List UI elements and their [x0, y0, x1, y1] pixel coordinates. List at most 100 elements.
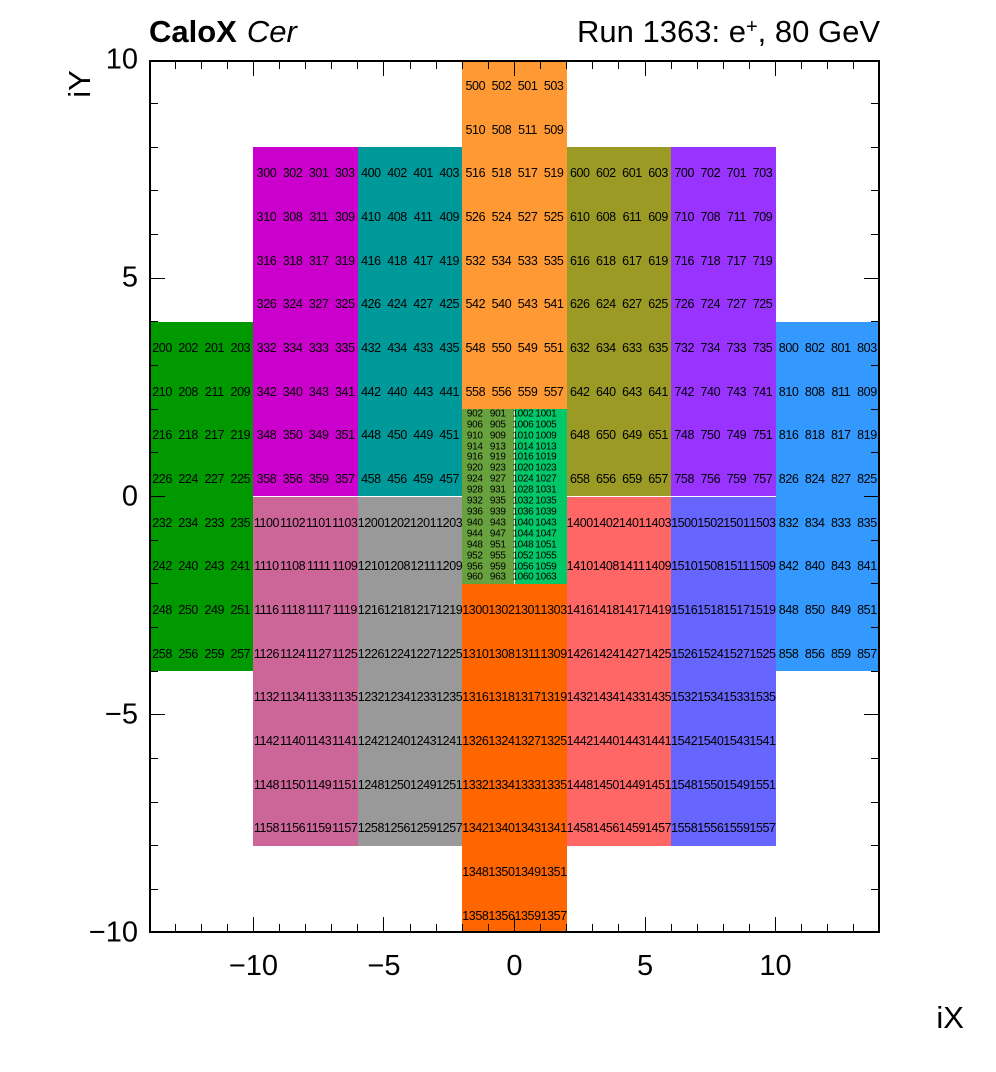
x-tick [644, 60, 646, 76]
channel-label: 1224 [383, 646, 411, 661]
y-tick [871, 452, 880, 454]
y-tick-label: 0 [121, 480, 138, 512]
channel-label: 944 [466, 528, 483, 540]
channel-label: 1342 [462, 821, 489, 836]
y-tick [871, 888, 880, 890]
x-tick [514, 60, 515, 76]
channel-label: 249 [204, 602, 225, 617]
channel-label: 803 [857, 341, 877, 356]
channel-label: 235 [230, 515, 251, 530]
channel-label: 643 [622, 384, 642, 399]
y-tick [149, 103, 158, 105]
channel-label: 1549 [723, 777, 750, 792]
channel-label: 1518 [697, 602, 724, 617]
channel-label: 459 [413, 472, 433, 487]
channel-label: 651 [648, 428, 668, 443]
y-tick [871, 845, 880, 847]
channel-label: 1326 [462, 733, 489, 748]
channel-label: 542 [465, 297, 486, 312]
channel-label: 1016 [512, 451, 534, 463]
x-tick [566, 60, 568, 69]
channel-label: 703 [752, 166, 773, 181]
channel-label: 1116 [254, 602, 279, 617]
channel-label: 351 [334, 428, 355, 443]
positron-charge-superscript: + [745, 16, 758, 38]
channel-label: 451 [439, 428, 460, 443]
channel-label: 434 [387, 341, 407, 356]
channel-label: 419 [439, 253, 460, 268]
channel-label: 641 [648, 384, 668, 399]
channel-label: 1449 [618, 777, 646, 792]
x-tick [174, 60, 176, 69]
channel-label: 849 [831, 602, 851, 617]
x-tick [748, 924, 750, 933]
channel-label: 749 [726, 428, 747, 443]
channel-label: 218 [178, 428, 198, 443]
channel-label: 931 [489, 484, 506, 496]
channel-label: 1519 [749, 602, 776, 617]
channel-label: 1251 [436, 777, 463, 792]
channel-label: 834 [804, 515, 825, 530]
x-tick-label: 10 [759, 950, 792, 982]
channel-label: 535 [543, 253, 564, 268]
channel-label: 1235 [436, 690, 463, 705]
y-tick-label: −5 [104, 698, 138, 731]
channel-label: 1318 [488, 690, 515, 705]
x-tick [435, 60, 437, 69]
channel-label: 403 [439, 166, 460, 181]
channel-label: 924 [466, 473, 483, 485]
channel-label: 1302 [488, 602, 515, 617]
calo-block-ch300 [253, 147, 358, 497]
channel-label: 248 [152, 602, 172, 617]
channel-label: 835 [857, 515, 877, 530]
channel-label: 1240 [383, 733, 411, 748]
calo-block-ch1100 [253, 496, 358, 846]
channel-label: 759 [726, 472, 747, 487]
channel-label: 348 [256, 428, 277, 443]
channel-label: 1401 [618, 515, 646, 530]
channel-label: 725 [752, 297, 773, 312]
channel-label: 910 [466, 430, 483, 442]
channel-label: 640 [596, 384, 616, 399]
channel-label: 408 [387, 210, 407, 225]
channel-label: 1216 [357, 602, 385, 617]
channel-label: 819 [857, 428, 877, 443]
channel-label: 1218 [383, 602, 411, 617]
channel-label: 1217 [410, 602, 437, 617]
channel-label: 1503 [749, 515, 776, 530]
y-tick [149, 801, 158, 803]
channel-label: 1023 [535, 462, 557, 474]
channel-label: 342 [256, 384, 277, 399]
channel-label: 1226 [357, 646, 385, 661]
channel-label: 817 [831, 428, 851, 443]
x-tick [853, 924, 855, 933]
y-tick [149, 190, 158, 192]
x-tick [644, 917, 646, 933]
channel-label: 324 [282, 297, 303, 312]
channel-label: 963 [489, 571, 506, 583]
channel-label: 733 [726, 341, 747, 356]
channel-label: 1316 [462, 690, 489, 705]
channel-label: 1258 [357, 821, 385, 836]
x-tick [487, 60, 489, 69]
x-tick [279, 60, 281, 69]
channel-label: 424 [387, 297, 407, 312]
channel-label: 426 [361, 297, 381, 312]
channel-label: 741 [752, 384, 773, 399]
channel-label: 1047 [535, 528, 557, 540]
channel-label: 1341 [540, 821, 568, 836]
channel-label: 701 [726, 166, 747, 181]
channel-label: 410 [361, 210, 381, 225]
channel-label: 1324 [488, 733, 515, 748]
channel-label: 524 [491, 210, 512, 225]
y-tick [864, 496, 880, 497]
channel-label: 1424 [592, 646, 620, 661]
channel-label: 902 [466, 408, 483, 420]
channel-label: 1358 [462, 908, 489, 923]
channel-label: 1148 [253, 777, 280, 792]
x-tick [566, 924, 568, 933]
channel-label: 326 [256, 297, 277, 312]
channel-label: 250 [178, 602, 198, 617]
channel-label: 1014 [512, 441, 534, 453]
channel-label: 457 [439, 472, 460, 487]
